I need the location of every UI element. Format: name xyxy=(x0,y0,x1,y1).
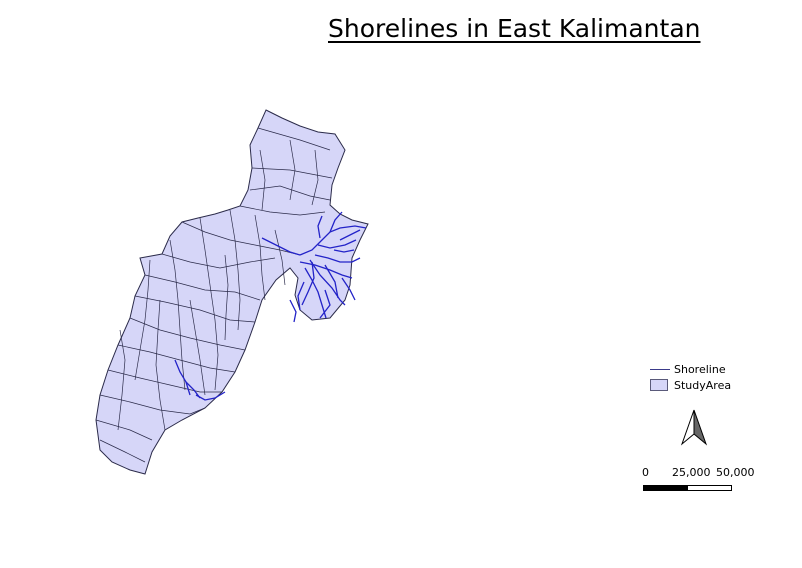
shoreline-features xyxy=(174,211,367,401)
legend-item-studyarea: StudyArea xyxy=(650,377,731,393)
legend-label-studyarea: StudyArea xyxy=(674,378,732,392)
scale-label-2: 50,000 xyxy=(716,466,755,479)
legend-item-shoreline: Shoreline xyxy=(650,361,731,377)
scale-segment-white xyxy=(687,485,732,491)
legend-line-symbol xyxy=(650,368,670,370)
legend: Shoreline StudyArea xyxy=(650,361,731,393)
map-title: Shorelines in East Kalimantan xyxy=(328,14,701,43)
study-area xyxy=(95,109,369,475)
legend-label-shoreline: Shoreline xyxy=(674,362,726,376)
scale-segment-black xyxy=(643,485,688,491)
scale-label-0: 0 xyxy=(642,466,649,479)
internal-boundaries xyxy=(95,127,333,463)
north-arrow xyxy=(680,409,708,446)
scale-label-1: 25,000 xyxy=(672,466,711,479)
legend-fill-symbol xyxy=(650,379,668,391)
